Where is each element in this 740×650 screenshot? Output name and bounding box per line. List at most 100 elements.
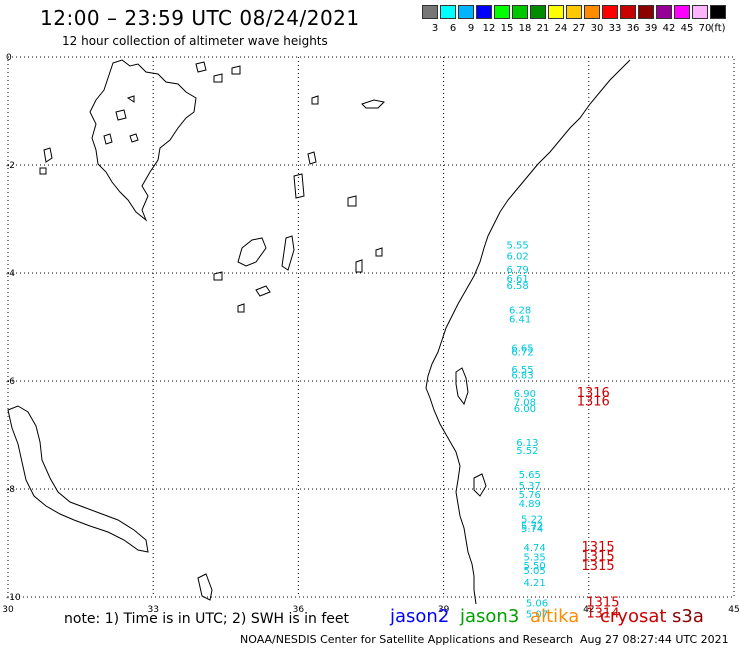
small-lake xyxy=(255,285,271,297)
wave-observations: 5.556.02 6.796.616.58 6.286.41 6.656.72 6.55… xyxy=(507,241,549,621)
legend-label: 12 xyxy=(482,23,496,34)
legend-swatch xyxy=(710,5,726,19)
wave-height-label: 4.74 xyxy=(523,543,545,554)
legend-swatch xyxy=(620,5,636,19)
legend-unit: (ft) xyxy=(710,23,726,34)
lat-tick-label: -10 xyxy=(6,593,21,603)
wave-height-label: 6.41 xyxy=(509,315,531,326)
wave-height-label: 5.74 xyxy=(521,524,543,535)
lat-tick-label: -2 xyxy=(6,161,15,171)
legend-swatch xyxy=(566,5,582,19)
legend-label: 70 xyxy=(698,23,712,34)
legend-label: 21 xyxy=(536,23,550,34)
legend-swatch xyxy=(584,5,600,19)
wave-height-label: 5.22 xyxy=(521,514,543,525)
legend-swatch xyxy=(512,5,528,19)
legend-label: 30 xyxy=(590,23,604,34)
lon-tick-label: 33 xyxy=(147,605,158,615)
small-lake xyxy=(355,259,363,273)
legend-swatch xyxy=(674,5,690,19)
wave-height-label: 6.58 xyxy=(507,281,529,292)
legend-label: 42 xyxy=(662,23,676,34)
wave-height-label: 6.72 xyxy=(511,348,533,359)
wave-height-label: 6.28 xyxy=(509,306,531,317)
legend-label: 36 xyxy=(626,23,640,34)
satellite-label-jason2: jason2 xyxy=(390,606,450,627)
axis-ticks: 30 33 36 39 42 45 0 -2 -4 -6 -8 -10 xyxy=(2,53,739,615)
cryosat-value-label: 1314 xyxy=(586,607,619,622)
legend-label: 24 xyxy=(554,23,568,34)
mafia-island xyxy=(473,473,487,497)
map-note: note: 1) Time is in UTC; 2) SWH is in fe… xyxy=(64,611,350,627)
wave-height-label: 5.06 xyxy=(526,599,548,610)
small-lake xyxy=(311,95,319,105)
legend-swatch xyxy=(440,5,456,19)
satellite-label-cryosat: cryosat xyxy=(600,606,667,627)
legend-swatch xyxy=(638,5,654,19)
legend-label: 33 xyxy=(608,23,622,34)
wave-height-label: 6.02 xyxy=(507,252,529,263)
small-lake xyxy=(197,573,213,601)
small-lake xyxy=(213,271,223,281)
wave-height-label: 6.83 xyxy=(511,370,533,381)
small-lake xyxy=(231,65,241,75)
wave-height-label: 6.61 xyxy=(507,274,529,285)
lon-tick-label: 36 xyxy=(293,605,305,615)
lake-island xyxy=(126,95,135,103)
lake-victoria-outline xyxy=(89,59,197,222)
small-lake xyxy=(307,151,317,165)
wave-height-label: 6.65 xyxy=(511,343,533,354)
legend-label: 39 xyxy=(644,23,658,34)
wave-height-label: 6.00 xyxy=(514,404,536,415)
zanzibar-island xyxy=(455,367,469,406)
legend-swatch xyxy=(602,5,618,19)
wave-height-label: 5.65 xyxy=(519,470,541,481)
map-title: 12:00 – 23:59 UTC 08/24/2021 xyxy=(40,6,360,30)
satellite-label-s3a: s3a xyxy=(672,606,704,627)
legend-swatch xyxy=(548,5,564,19)
wave-height-label: 4.89 xyxy=(519,499,541,510)
wave-height-label: 7.08 xyxy=(514,397,536,408)
wave-height-label: 5.76 xyxy=(519,490,541,501)
wave-height-label: 6.55 xyxy=(511,365,533,376)
wave-height-label: 4.21 xyxy=(523,578,545,589)
small-lake xyxy=(237,237,267,267)
legend-label: 15 xyxy=(500,23,514,34)
wave-height-label: 5.72 xyxy=(521,522,543,533)
lake-island xyxy=(103,133,113,145)
small-lake xyxy=(281,235,295,271)
lon-tick-label: 30 xyxy=(2,605,14,615)
cryosat-value-label: 1316 xyxy=(577,394,610,409)
map-frame xyxy=(7,56,735,598)
small-lake xyxy=(213,73,223,83)
legend-label: 9 xyxy=(467,23,475,34)
cryosat-value-label: 1315 xyxy=(586,596,619,611)
lake-island xyxy=(115,109,127,121)
lat-tick-label: -4 xyxy=(6,269,15,279)
lat-tick-label: -8 xyxy=(6,485,15,495)
small-lake xyxy=(43,147,53,163)
lon-tick-label: 45 xyxy=(728,605,739,615)
legend-swatch xyxy=(692,5,708,19)
wave-height-label: 5.37 xyxy=(519,481,541,492)
wave-height-label: 5.07 xyxy=(526,610,548,621)
lon-tick-label: 39 xyxy=(438,605,450,615)
legend-label: 18 xyxy=(518,23,532,34)
wave-height-label: 5.50 xyxy=(523,561,545,572)
small-lake xyxy=(237,303,245,313)
lat-tick-label: 0 xyxy=(6,53,12,63)
legend-swatch xyxy=(530,5,546,19)
legend-swatch xyxy=(656,5,672,19)
legend-swatch xyxy=(476,5,492,19)
small-lake xyxy=(361,99,386,109)
legend-label: 6 xyxy=(449,23,457,34)
small-lake xyxy=(293,173,305,199)
lon-tick-label: 42 xyxy=(583,605,594,615)
wave-height-label: 5.05 xyxy=(523,566,545,577)
wave-height-label: 6.79 xyxy=(507,265,529,276)
satellite-label-altika: altika xyxy=(530,606,580,627)
wave-height-label: 6.13 xyxy=(516,438,538,449)
map-gridlines xyxy=(7,56,735,598)
